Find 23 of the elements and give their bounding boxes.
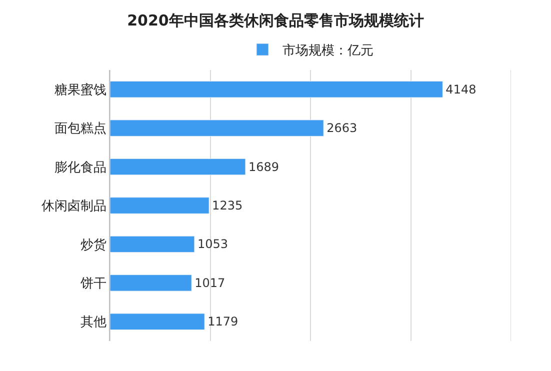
bar [110,236,195,253]
chart-title: 2020年中国各类休闲食品零售市场规模统计 [127,11,424,30]
bar [110,120,324,136]
bar [110,197,210,214]
y-tick-label: 炒货 [80,238,106,253]
data-label: 1053 [197,237,228,252]
bar [110,80,443,98]
data-label: 1689 [248,160,280,174]
legend-label: 市场规模：亿元 [282,44,374,59]
data-label: 1179 [208,314,238,329]
y-tick-label: 其他 [80,315,106,330]
y-tick-label: 糖果蜜饯 [54,82,106,98]
y-tick-label: 膨化食品 [54,160,106,176]
y-tick-label: 休闲卤制品 [41,199,106,214]
bar [110,274,192,292]
bar [110,158,246,176]
data-label: 2663 [326,121,358,136]
bar [110,313,205,330]
data-label: 4148 [446,82,476,96]
y-tick-label: 面包糕点 [54,122,106,137]
data-label: 1017 [194,276,226,290]
y-tick-label: 饼干 [79,276,106,292]
data-label: 1235 [212,198,243,212]
